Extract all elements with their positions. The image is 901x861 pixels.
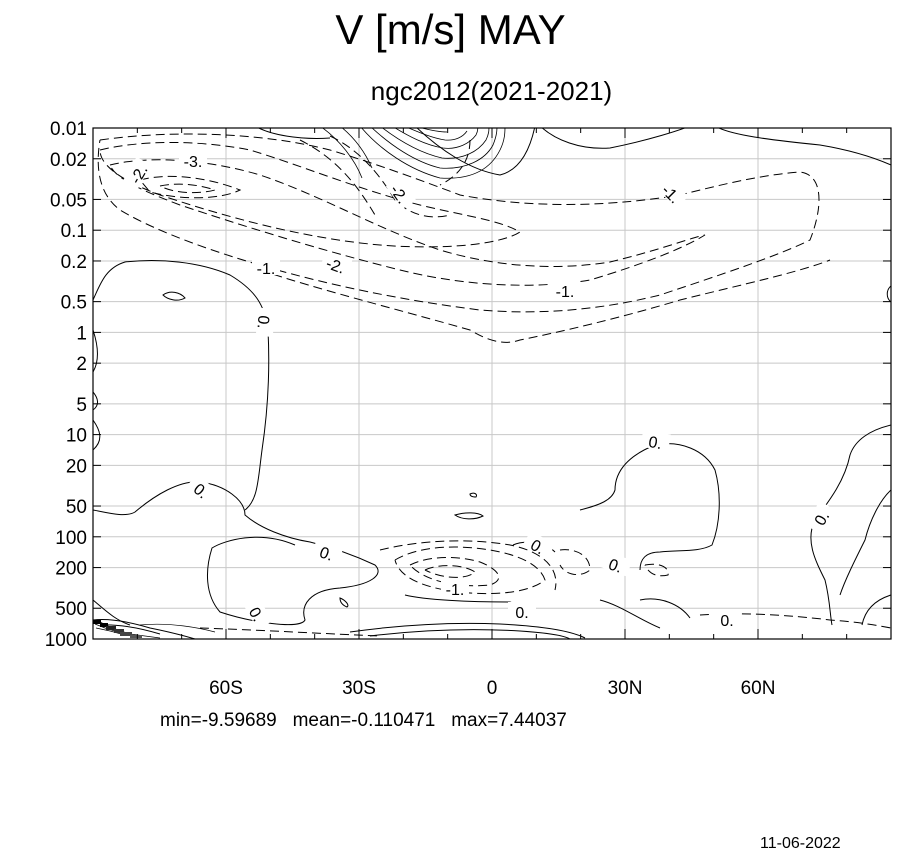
chart-subtitle: ngc2012(2021-2021) xyxy=(370,76,613,106)
y-tick-label: 0.01 xyxy=(50,119,87,140)
y-tick-label: 10 xyxy=(66,426,87,447)
contour-label: 0. xyxy=(186,473,219,505)
y-tick-label: 1000 xyxy=(45,630,87,651)
x-tick-label: 30S xyxy=(342,678,376,699)
contour-label: 0. xyxy=(713,610,741,630)
contour-label: 0. xyxy=(805,500,835,534)
y-tick-label: 0.2 xyxy=(61,252,87,273)
contour-label-text: -1. xyxy=(446,582,465,599)
contour-label: -2. xyxy=(122,156,152,190)
contour-label-text: 0. xyxy=(606,556,624,577)
y-tick-label: 0.02 xyxy=(50,150,87,171)
x-axis: 60S 30S 0 30N 60N xyxy=(136,128,848,699)
y-tick-label: 100 xyxy=(55,528,87,549)
contour-label-text: 0. xyxy=(720,613,733,630)
contour-label: -1. xyxy=(441,579,469,599)
contour-label: 0. xyxy=(243,596,273,630)
stats-line: min=-9.59689 mean=-0.110471 max=7.44037 xyxy=(160,710,567,732)
contour-label: -2. xyxy=(320,250,353,278)
stat-max: max=7.44037 xyxy=(451,710,567,731)
contour-label: -2. xyxy=(385,176,416,210)
contour-label: -1. xyxy=(551,281,579,301)
contour-label: 0. xyxy=(600,550,633,577)
contour-label: 0. xyxy=(508,602,536,622)
contour-label: 0. xyxy=(253,307,276,337)
dense-top-contours xyxy=(321,128,506,179)
y-tick-label: 0.5 xyxy=(61,293,87,314)
contour-label-text: -1. xyxy=(556,284,575,301)
contour-label: -1. xyxy=(252,258,280,278)
contour-label-text: 0. xyxy=(253,315,271,330)
stat-min: min=-9.59689 xyxy=(160,710,277,731)
y-axis: 0.01 0.02 0.05 0.1 0.2 0.5 1 2 5 10 20 50 100 200 500 1… xyxy=(45,119,891,651)
contour-label-text: 0. xyxy=(647,434,663,453)
y-tick-label: 50 xyxy=(66,497,87,518)
date-stamp: 11-06-2022 xyxy=(760,835,841,852)
contour-label: 0. xyxy=(311,538,344,565)
y-tick-label: 0.05 xyxy=(50,190,87,211)
contour-label-text: 0. xyxy=(515,605,528,622)
chart-title: V [m/s] MAY xyxy=(335,6,566,53)
negative-contours xyxy=(97,133,891,637)
y-tick-label: 20 xyxy=(66,456,87,477)
contour-label-text: -3. xyxy=(184,154,203,171)
y-tick-label: 500 xyxy=(55,599,87,620)
x-tick-label: 30N xyxy=(608,678,643,699)
y-tick-label: 5 xyxy=(76,395,87,416)
contour-label: 0. xyxy=(522,530,556,560)
y-tick-label: 1 xyxy=(76,323,87,344)
contour-label: -3. xyxy=(179,151,207,171)
grid-lines xyxy=(93,127,891,640)
stat-mean: mean=-0.110471 xyxy=(292,710,436,731)
y-tick-label: 2 xyxy=(76,354,87,375)
contour-label-text: -2. xyxy=(323,255,346,277)
y-tick-label: 200 xyxy=(55,559,87,580)
contour-label-text: -1. xyxy=(257,261,276,278)
x-tick-label: 60N xyxy=(741,678,776,699)
x-tick-label: 60S xyxy=(209,678,243,699)
x-tick-label: 0 xyxy=(487,678,498,699)
contour-labels: -3. -2. -2. -2. -1. -1. -1. -1. 0. 0. 0. 0. 0. 0. 0. 0.… xyxy=(122,151,835,630)
contour-label: 0. xyxy=(640,429,671,453)
contour-label-text: 0. xyxy=(317,544,335,565)
contour-label: -1. xyxy=(656,176,689,209)
y-tick-label: 0.1 xyxy=(61,221,87,242)
